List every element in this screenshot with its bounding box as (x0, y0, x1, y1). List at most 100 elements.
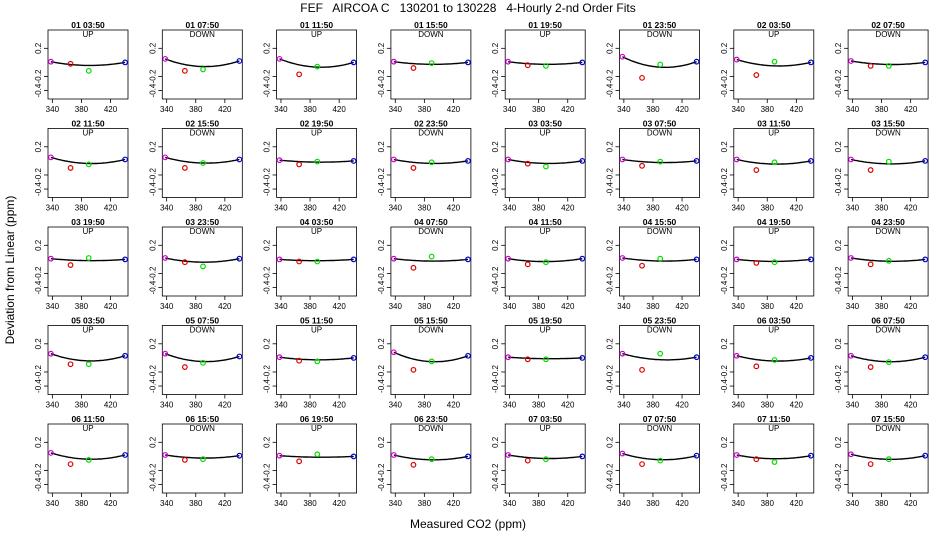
y-tick-label: -0.2 (491, 168, 500, 182)
y-tick-label: -0.4 (263, 280, 272, 294)
y-tick-label: -0.4 (263, 379, 272, 393)
x-tick-label: 420 (218, 105, 232, 114)
x-tick-label: 420 (104, 499, 118, 508)
panel-title: 06 07:50 (871, 316, 905, 326)
panel-frame (390, 29, 472, 100)
data-point (296, 357, 303, 364)
fit-curve (393, 158, 469, 165)
x-tick-label: 380 (761, 302, 775, 311)
data-point (579, 59, 586, 66)
panel-frame (847, 29, 929, 100)
data-point (200, 263, 206, 270)
data-point (657, 457, 664, 464)
y-tick-label: -0.2 (834, 463, 843, 477)
panel-direction: UP (540, 129, 551, 138)
x-tick-label: 380 (532, 204, 546, 213)
data-point (48, 58, 54, 65)
data-point (733, 352, 740, 359)
panel-direction: UP (311, 227, 322, 236)
x-tick-label: 380 (875, 499, 889, 508)
y-tick-label: -0.4 (148, 83, 157, 97)
data-point (505, 255, 512, 262)
panel-direction: UP (82, 326, 93, 335)
panel-direction: DOWN (418, 227, 444, 236)
data-point (639, 366, 645, 373)
data-point (807, 59, 814, 66)
data-point (428, 456, 435, 463)
fit-curve (622, 452, 697, 461)
y-tick-label: -0.4 (34, 182, 43, 196)
data-point (350, 354, 357, 361)
panel-title: 04 19:50 (757, 217, 791, 227)
panel-direction: UP (768, 424, 779, 433)
panel-title: 03 19:50 (71, 217, 105, 227)
panel-direction: DOWN (418, 326, 444, 335)
panel-title: 07 03:50 (528, 414, 562, 424)
fit-curve (279, 58, 354, 68)
x-tick-label: 420 (104, 204, 118, 213)
x-tick-label: 420 (790, 302, 804, 311)
data-point (314, 158, 321, 165)
data-point (619, 255, 626, 261)
panel-frame (733, 226, 815, 297)
y-tick-label: -0.4 (834, 280, 843, 294)
y-tick-label: 0.2 (834, 42, 843, 54)
data-point (236, 353, 243, 360)
x-tick-label: 340 (617, 302, 631, 311)
x-tick-label: 380 (761, 499, 775, 508)
y-tick-label: -0.4 (34, 379, 43, 393)
y-tick-label: -0.2 (720, 463, 729, 477)
y-tick-label: -0.4 (720, 280, 729, 294)
panel-direction: UP (82, 424, 93, 433)
x-tick-label: 380 (303, 204, 317, 213)
data-point (771, 259, 778, 266)
panel-frame (847, 128, 929, 198)
y-tick-label: -0.4 (34, 83, 43, 97)
panel-frame (47, 226, 129, 297)
panel-frame (276, 128, 358, 198)
panel-direction: UP (540, 326, 551, 335)
panel-direction: DOWN (875, 424, 901, 433)
x-tick-label: 340 (274, 105, 288, 114)
x-tick-label: 420 (904, 204, 918, 213)
x-tick-label: 420 (218, 302, 232, 311)
x-tick-label: 380 (189, 499, 203, 508)
y-tick-label: -0.2 (720, 168, 729, 182)
panel-frame (161, 226, 243, 297)
y-tick-label: -0.2 (491, 365, 500, 379)
fit-curve (850, 355, 926, 363)
y-tick-label: -0.2 (377, 69, 386, 83)
x-tick-label: 380 (875, 105, 889, 114)
data-point (48, 255, 54, 262)
y-tick-label: -0.4 (148, 280, 157, 294)
x-tick-label: 380 (303, 401, 317, 410)
panel-title: 02 19:50 (300, 119, 334, 129)
y-tick-label: 0.2 (834, 239, 843, 251)
data-point (162, 154, 169, 161)
data-point (236, 452, 243, 459)
data-point (885, 63, 892, 69)
y-tick-label: -0.4 (263, 83, 272, 97)
fit-curve (279, 455, 354, 458)
x-tick-label: 380 (875, 204, 889, 213)
panel-frame (47, 423, 129, 494)
y-tick-label: -0.2 (148, 266, 157, 280)
x-tick-label: 420 (675, 302, 689, 311)
panel-frame (47, 128, 129, 198)
x-tick-label: 380 (75, 204, 89, 213)
data-point (48, 154, 54, 161)
data-point (505, 156, 512, 163)
y-tick-label: 0.2 (491, 436, 500, 448)
panel-direction: DOWN (875, 227, 901, 236)
panel-direction: UP (768, 326, 779, 335)
data-point (276, 452, 283, 459)
data-point (867, 461, 874, 468)
y-tick-label: 0.2 (491, 42, 500, 54)
